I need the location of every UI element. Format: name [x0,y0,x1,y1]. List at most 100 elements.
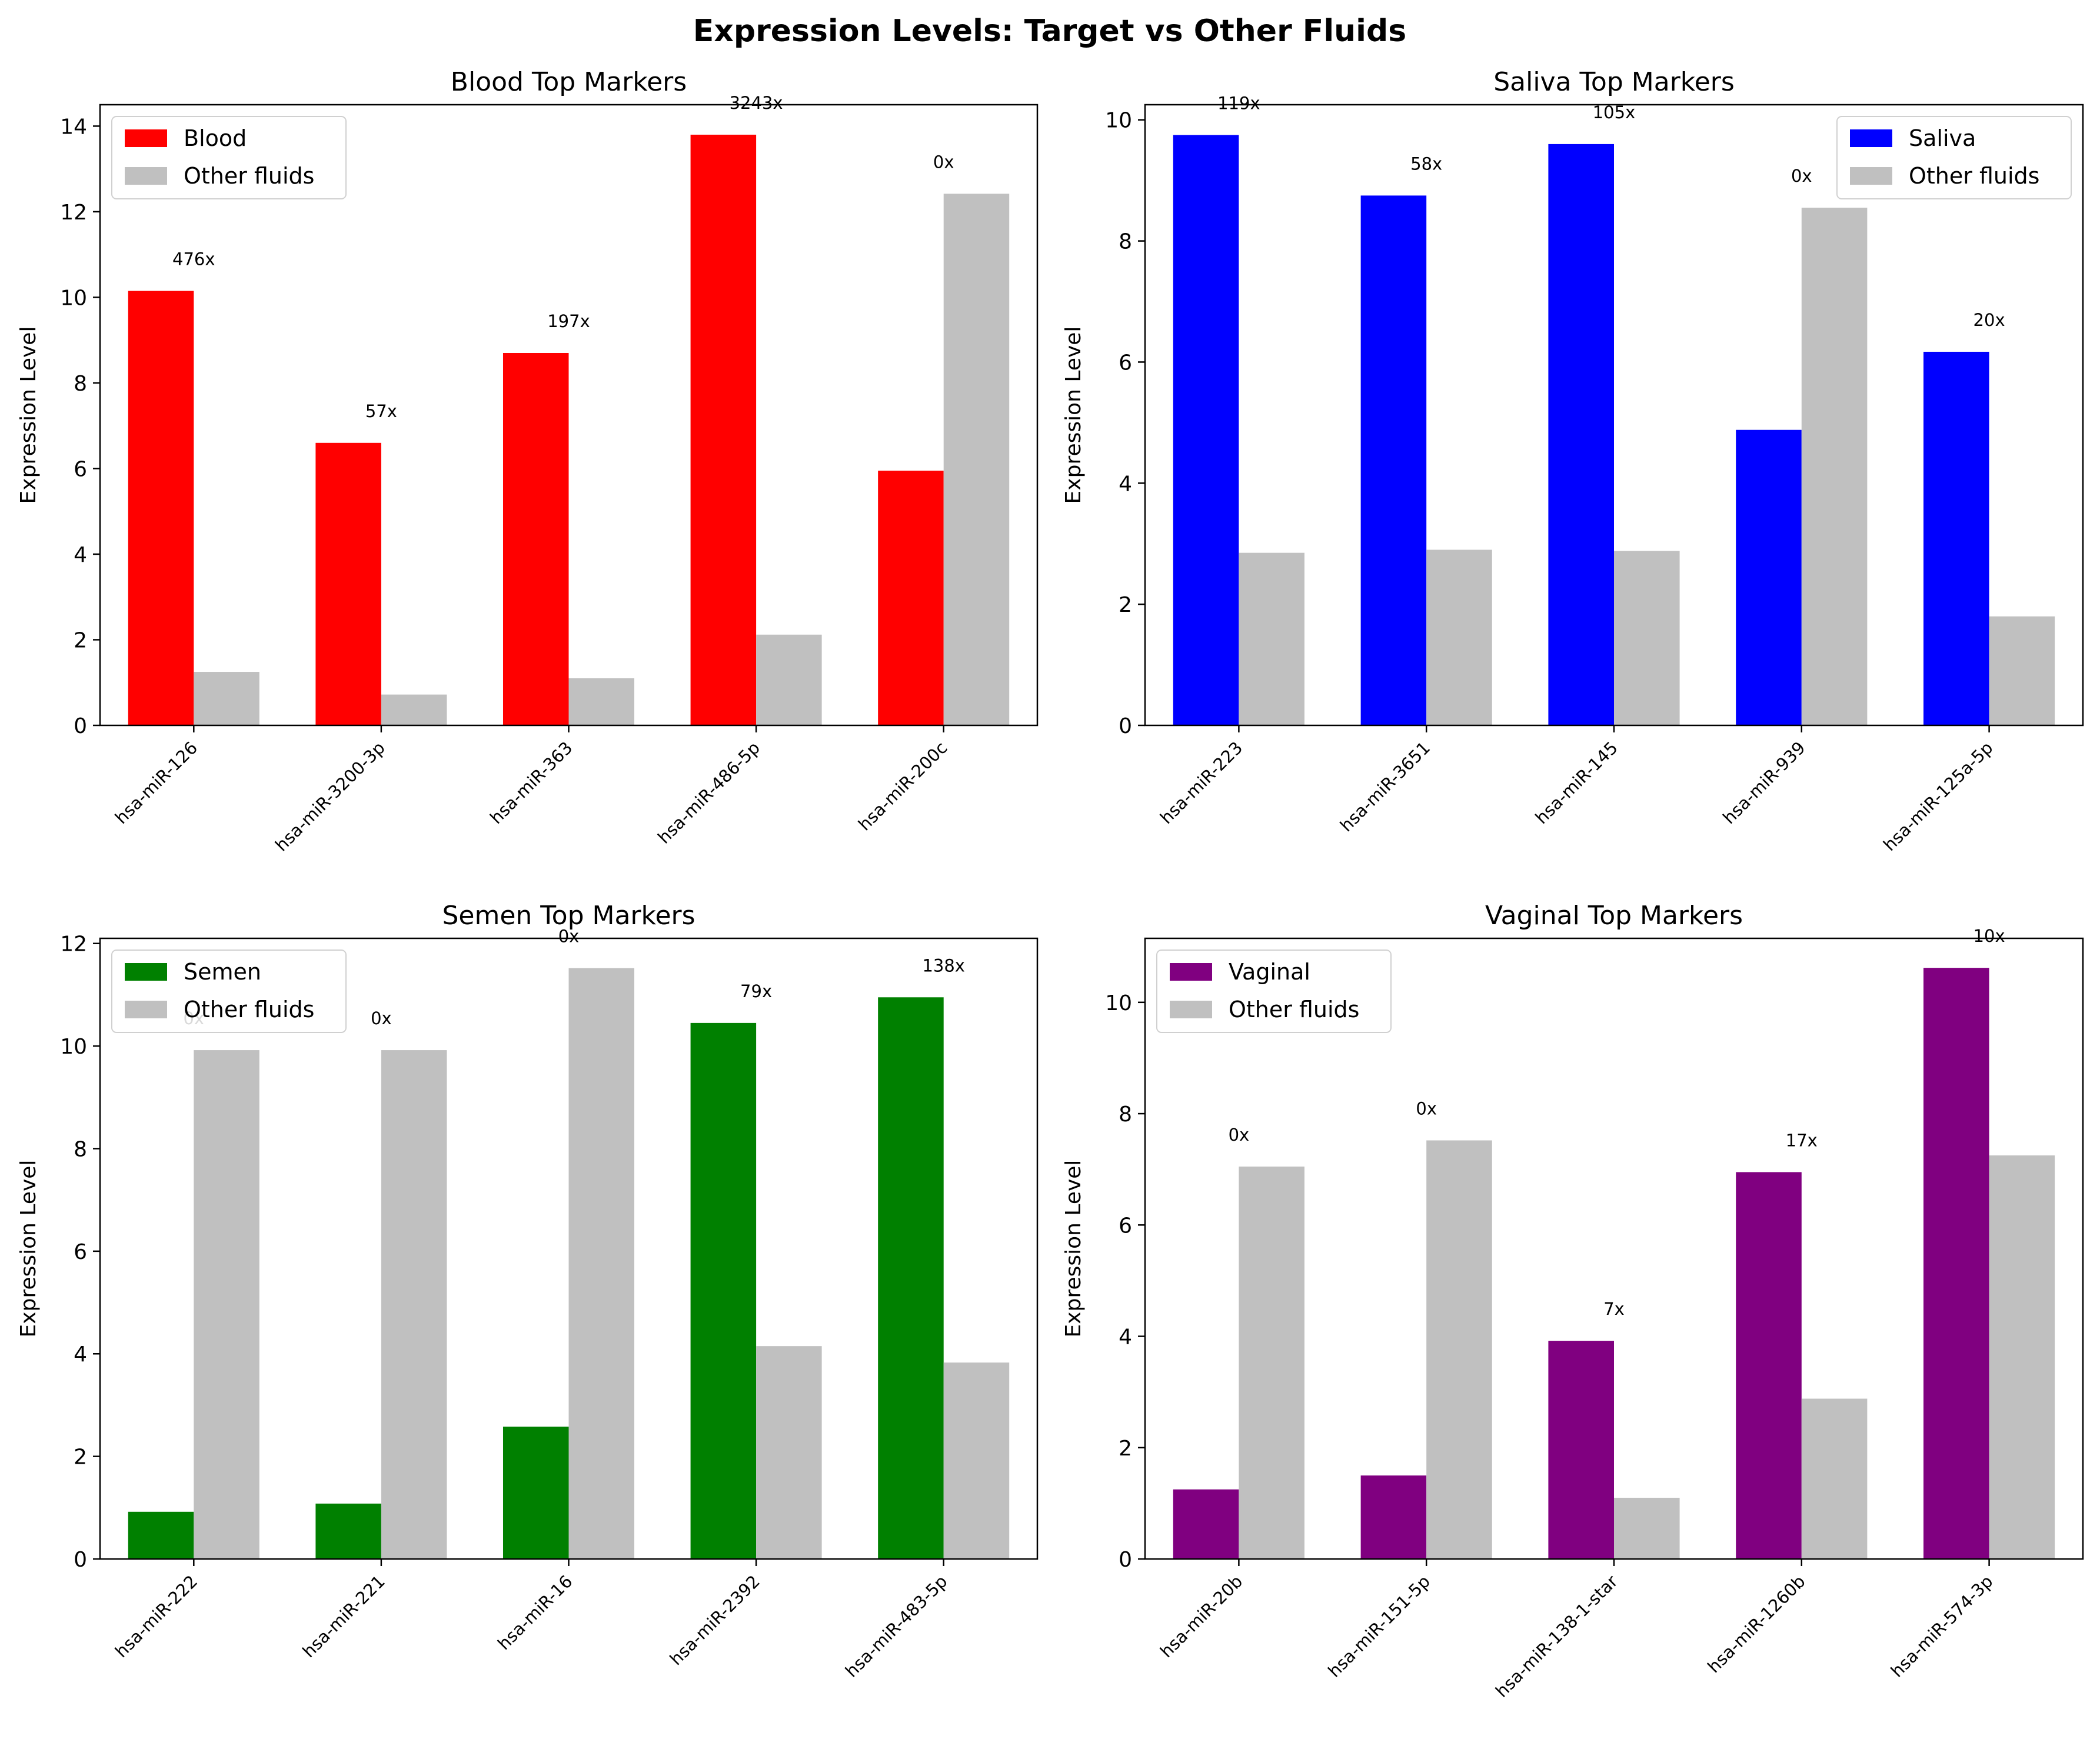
y-tick-label: 8 [1119,1102,1132,1127]
bar-other-fluids-1 [1239,1166,1304,1559]
bar-blood-5 [878,471,944,725]
figure-title: Expression Levels: Target vs Other Fluid… [693,14,1406,49]
fold-change-label: 0x [1416,1098,1437,1118]
fold-change-label: 0x [371,1008,392,1028]
y-tick-label: 6 [1119,351,1132,375]
bar-other-fluids-4 [756,634,822,725]
fold-change-label: 10x [1973,926,2005,946]
y-tick-label: 0 [1119,714,1132,738]
bar-other-fluids-1 [194,1050,259,1559]
axes-frame [99,104,1039,727]
bar-saliva-5 [1923,351,1989,725]
y-tick-label: 10 [1105,991,1132,1015]
fold-change-label: 0x [558,927,580,947]
bar-blood-3 [502,353,569,725]
bar-semen-2 [315,1503,381,1559]
legend-box [1156,950,1392,1033]
legend-label: Other fluids [1229,997,1359,1022]
legend-swatch [125,167,167,185]
y-tick-label: 8 [1119,230,1132,254]
y-tick-label: 10 [60,286,87,310]
bar-other-fluids-3 [568,968,635,1559]
bar-vaginal-3 [1548,1341,1614,1559]
bar-other-fluids-4 [1801,1398,1868,1559]
legend-swatch [1850,167,1892,185]
bar-other-fluids-1 [1239,552,1304,725]
axes-frame [99,937,1039,1560]
legend-box [1836,116,2072,199]
bar-other-fluids-4 [1801,207,1868,726]
bar-semen-4 [690,1022,757,1559]
y-tick-label: 4 [74,1342,87,1367]
fold-change-label: 7x [1603,1299,1625,1319]
legend: Saliva Other fluids [1836,116,2072,199]
y-tick-label: 4 [1119,1325,1132,1350]
legend: Vaginal Other fluids [1156,950,1392,1033]
legend-swatch [1170,963,1212,981]
legend-label: Vaginal [1229,959,1310,985]
y-tick-label: 14 [60,115,87,139]
y-tick-label: 6 [1119,1214,1132,1238]
bar-other-fluids-2 [1426,1140,1492,1559]
bar-blood-1 [128,291,194,725]
fold-change-label: 0x [1791,166,1812,186]
legend-swatch [1170,1001,1212,1018]
bar-semen-5 [878,997,944,1559]
fold-change-label: 58x [1410,154,1442,174]
bar-saliva-3 [1548,144,1614,725]
fold-change-label: 3243x [730,93,783,113]
y-axis-label: Expression Level [1061,1160,1086,1338]
bar-other-fluids-5 [943,1362,1010,1559]
bar-other-fluids-5 [943,194,1010,726]
legend-label: Saliva [1909,125,1976,151]
chart-title: Vaginal Top Markers [1485,901,1743,931]
fold-change-label: 197x [547,311,590,331]
axes-frame [1144,937,2084,1560]
y-tick-label: 12 [60,932,87,957]
y-tick-label: 0 [74,1548,87,1572]
legend: Semen Other fluids [111,950,347,1033]
bar-saliva-2 [1360,195,1427,725]
y-tick-label: 8 [74,372,87,396]
bar-other-fluids-5 [1989,616,2055,725]
chart-title: Semen Top Markers [442,901,695,931]
fold-change-label: 57x [365,401,397,421]
y-tick-label: 8 [74,1137,87,1161]
bar-saliva-1 [1173,135,1239,726]
bar-vaginal-1 [1173,1489,1239,1559]
fold-change-label: 138x [922,955,965,975]
bar-vaginal-2 [1360,1475,1427,1559]
chart-panels: Blood Top Markers476xhsa-miR-12657xhsa-m… [16,67,2084,1701]
bar-blood-4 [690,134,757,725]
legend-label: Semen [184,959,261,985]
bar-other-fluids-5 [1989,1155,2055,1559]
bar-semen-1 [128,1511,194,1559]
fold-change-label: 20x [1973,310,2005,330]
fold-change-label: 0x [933,152,954,172]
y-tick-label: 0 [1119,1548,1132,1572]
y-tick-label: 12 [60,201,87,225]
y-tick-label: 6 [74,457,87,481]
chart-title: Blood Top Markers [451,67,687,97]
legend-box [111,950,347,1033]
legend-label: Other fluids [1909,163,2039,189]
legend-label: Other fluids [184,997,314,1022]
y-tick-label: 10 [60,1035,87,1059]
y-tick-label: 4 [1119,472,1132,496]
chart-panel-1: Blood Top Markers476xhsa-miR-12657xhsa-m… [16,67,1039,855]
bar-other-fluids-2 [1426,549,1492,725]
y-tick-label: 10 [1105,109,1132,133]
bar-vaginal-4 [1736,1172,1802,1559]
bar-blood-2 [315,442,381,725]
bar-semen-3 [502,1427,569,1559]
y-tick-label: 2 [1119,1437,1132,1461]
legend: Blood Other fluids [111,116,347,199]
axes-frame [1144,104,2084,727]
y-tick-label: 2 [74,628,87,652]
fold-change-label: 476x [172,249,215,269]
bar-other-fluids-3 [1614,551,1680,725]
legend-swatch [125,1001,167,1018]
legend-label: Other fluids [184,163,314,189]
bar-other-fluids-1 [194,672,259,725]
